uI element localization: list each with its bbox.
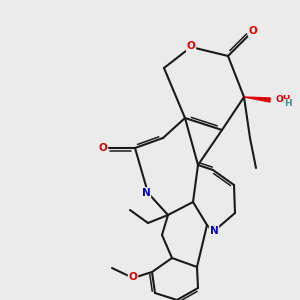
Text: H: H [284,100,292,109]
Text: O: O [129,272,137,282]
Text: N: N [142,188,150,198]
Text: O: O [99,143,107,153]
Text: N: N [210,226,218,236]
Text: O: O [187,41,195,51]
Text: OH: OH [275,95,290,104]
Text: O: O [249,26,257,36]
Polygon shape [244,97,270,102]
